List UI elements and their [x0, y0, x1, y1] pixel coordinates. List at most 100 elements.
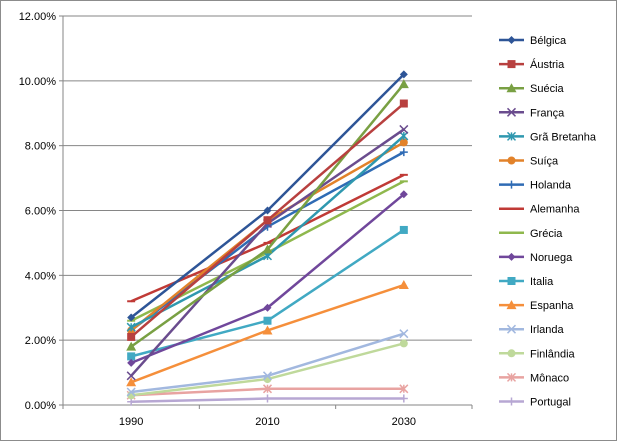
series-7: [127, 173, 408, 303]
legend-label: Alemanha: [530, 204, 580, 216]
data-point: [399, 138, 408, 147]
legend-label: Portugal: [530, 397, 571, 409]
data-point: [398, 79, 409, 89]
y-tick-label: 12.00%: [19, 11, 57, 23]
data-point: [399, 131, 409, 141]
series-line: [131, 332, 405, 394]
y-tick-label: 0.00%: [25, 400, 56, 412]
legend-item: Grã Bretanha: [499, 131, 597, 143]
legend-item: Italia: [499, 276, 554, 288]
legend-item: Alemanha: [499, 204, 580, 216]
data-point: [262, 325, 273, 335]
y-tick-label: 2.00%: [25, 335, 56, 347]
y-tick-label: 10.00%: [19, 76, 57, 88]
series-2: [126, 79, 409, 351]
legend-label: Espanha: [530, 300, 574, 312]
data-point: [262, 371, 273, 381]
data-point: [399, 70, 408, 79]
legend-item: Finlândia: [499, 348, 576, 360]
x-tick-label: 2010: [255, 416, 279, 428]
y-tick-label: 8.00%: [25, 141, 56, 153]
data-point: [127, 352, 136, 361]
legend-label: Suíça: [530, 156, 559, 168]
y-tick-label: 4.00%: [25, 270, 56, 282]
legend-label: Italia: [530, 276, 554, 288]
legend-marker: [507, 349, 516, 358]
series-line: [130, 173, 405, 303]
legend-item: Bélgica: [499, 35, 567, 47]
legend-label: Holanda: [530, 180, 572, 192]
legend-item: Noruega: [499, 252, 573, 264]
data-point: [127, 332, 136, 341]
series-layer: [126, 70, 409, 406]
data-point: [263, 394, 272, 403]
legend-label: Mônaco: [530, 372, 569, 384]
data-point: [399, 99, 408, 108]
series-15: [127, 394, 408, 406]
data-point: [126, 377, 137, 387]
legend-item: Holanda: [499, 180, 572, 192]
legend-marker: [507, 156, 516, 165]
legend-marker: [506, 324, 517, 334]
legend-marker: [507, 60, 516, 69]
series-11: [126, 280, 409, 387]
x-tick-label: 2030: [392, 416, 416, 428]
legend-marker: [506, 83, 517, 93]
legend-item: Irlanda: [499, 324, 565, 336]
series-0: [127, 70, 408, 322]
legend-item: Portugal: [499, 397, 571, 409]
data-point: [262, 384, 273, 394]
data-point: [399, 124, 409, 134]
data-point: [399, 190, 408, 199]
data-point: [399, 384, 409, 394]
data-point: [262, 244, 273, 254]
data-point: [126, 341, 137, 351]
legend-item: Áustria: [499, 58, 565, 71]
data-point: [127, 313, 136, 322]
series-line: [130, 151, 405, 332]
legend-marker: [506, 372, 517, 382]
legend-marker: [507, 252, 516, 261]
data-point: [126, 387, 136, 397]
data-point: [263, 216, 272, 225]
legend-label: Suécia: [530, 83, 565, 95]
data-point: [126, 371, 136, 381]
legend-marker: [507, 180, 516, 189]
data-point: [263, 303, 272, 312]
x-tick-label: 1990: [119, 416, 143, 428]
legend-label: Grécia: [530, 228, 563, 240]
legend: Bélgica Áustria Suécia França Grã Bretanha Su…: [499, 35, 597, 409]
legend-label: Noruega: [530, 252, 573, 264]
data-point: [399, 339, 408, 348]
legend-item: Espanha: [499, 300, 574, 312]
legend-item: França: [499, 107, 565, 119]
legend-item: Mônaco: [499, 372, 569, 384]
legend-label: Áustria: [530, 58, 565, 71]
legend-label: Irlanda: [530, 324, 565, 336]
legend-label: Grã Bretanha: [530, 131, 597, 143]
series-12: [126, 329, 409, 397]
data-point: [399, 329, 409, 339]
legend-label: França: [530, 107, 565, 119]
data-point: [399, 394, 408, 403]
legend-marker: [507, 36, 516, 44]
y-tick-label: 6.00%: [25, 206, 56, 218]
series-9: [127, 190, 408, 367]
legend-marker: [506, 300, 517, 310]
gridlines: [63, 15, 472, 341]
legend-marker: [506, 107, 517, 117]
data-point: [263, 316, 272, 325]
legend-marker: [506, 131, 517, 141]
data-point: [398, 280, 409, 290]
legend-label: Finlândia: [530, 348, 576, 360]
series-1: [127, 99, 408, 341]
legend-label: Bélgica: [530, 35, 567, 47]
data-point: [399, 148, 408, 157]
data-point: [263, 206, 272, 215]
data-point: [399, 225, 408, 234]
legend-item: Grécia: [499, 228, 563, 240]
data-point: [126, 322, 136, 332]
legend-marker: [507, 277, 516, 285]
data-point: [127, 358, 136, 367]
